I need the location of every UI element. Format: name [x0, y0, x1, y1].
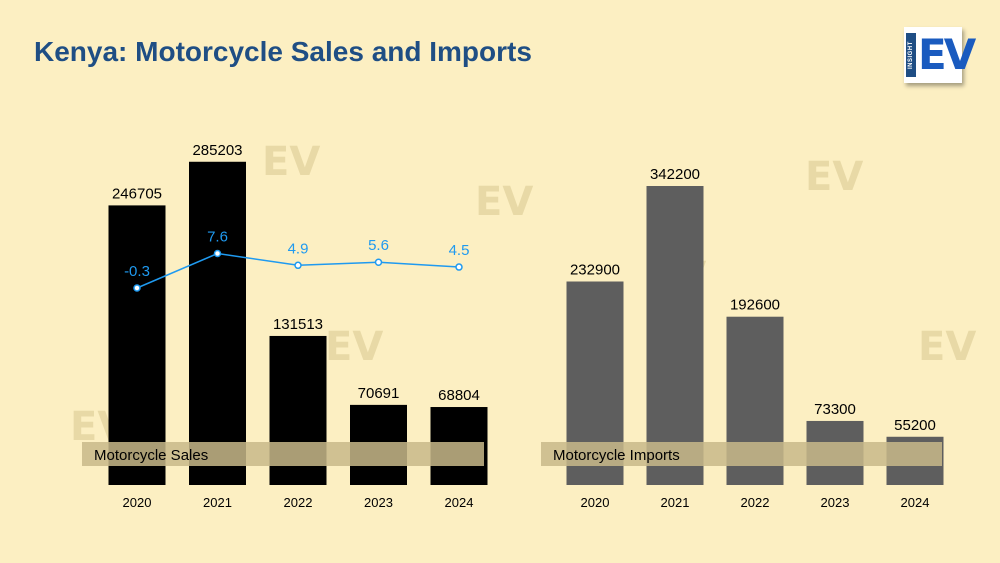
watermark-logo: EV: [475, 179, 533, 225]
x-tick-label: 2023: [821, 495, 850, 510]
bar-value-label: 73300: [814, 401, 856, 418]
watermark-logo: EV: [262, 139, 320, 185]
chart-title: Kenya: Motorcycle Sales and Imports: [34, 36, 532, 67]
x-tick-label: 2021: [661, 495, 690, 510]
bar: [189, 161, 246, 485]
bar-value-label: 192600: [730, 297, 780, 314]
growth-point: [133, 284, 141, 292]
watermark-logo: EV: [918, 324, 976, 370]
x-tick-label: 2020: [123, 495, 152, 510]
sales-chart: 246705 2020 285203 2021 131513 2022 70691 2023 6…: [82, 142, 488, 510]
x-tick-label: 2022: [284, 495, 313, 510]
growth-point: [294, 261, 302, 270]
bar: [108, 205, 166, 485]
growth-value-label: 4.5: [449, 242, 470, 259]
watermark-logo: EV: [805, 154, 863, 200]
x-tick-label: 2023: [364, 495, 393, 510]
imports-chart: 232900 2020 342200 2021 192600 2022 73300 2023 5…: [541, 166, 944, 510]
bar-value-label: 131513: [273, 316, 323, 333]
growth-point: [455, 263, 463, 271]
series-legend-band: [541, 442, 942, 466]
growth-value-label: 5.6: [368, 237, 389, 254]
x-tick-label: 2024: [901, 495, 930, 510]
series-name-label: Motorcycle Sales: [94, 447, 208, 464]
growth-point: [213, 249, 222, 258]
growth-line: [136, 252, 460, 289]
growth-value-label: -0.3: [124, 263, 150, 280]
x-tick-label: 2020: [581, 495, 610, 510]
insight-ev-logo: INSIGHT EV: [904, 27, 976, 83]
series-legend-band: [82, 442, 484, 466]
x-tick-label: 2021: [203, 495, 232, 510]
watermark-logo: EV: [325, 324, 383, 370]
bar-value-label: 246705: [112, 185, 162, 202]
logo-main-text: EV: [918, 30, 976, 79]
series-name-label: Motorcycle Imports: [553, 447, 680, 464]
x-tick-label: 2022: [741, 495, 770, 510]
bar-value-label: 55200: [894, 417, 936, 434]
growth-point: [374, 258, 383, 266]
bar-value-label: 70691: [358, 385, 400, 402]
bar-value-label: 342200: [650, 166, 700, 183]
bar: [646, 186, 704, 485]
x-tick-label: 2024: [445, 495, 474, 510]
growth-value-label: 7.6: [207, 229, 228, 246]
bar-value-label: 232900: [570, 262, 620, 279]
bar-value-label: 68804: [438, 387, 480, 404]
bar-value-label: 285203: [192, 142, 242, 159]
growth-value-label: 4.9: [288, 240, 309, 257]
